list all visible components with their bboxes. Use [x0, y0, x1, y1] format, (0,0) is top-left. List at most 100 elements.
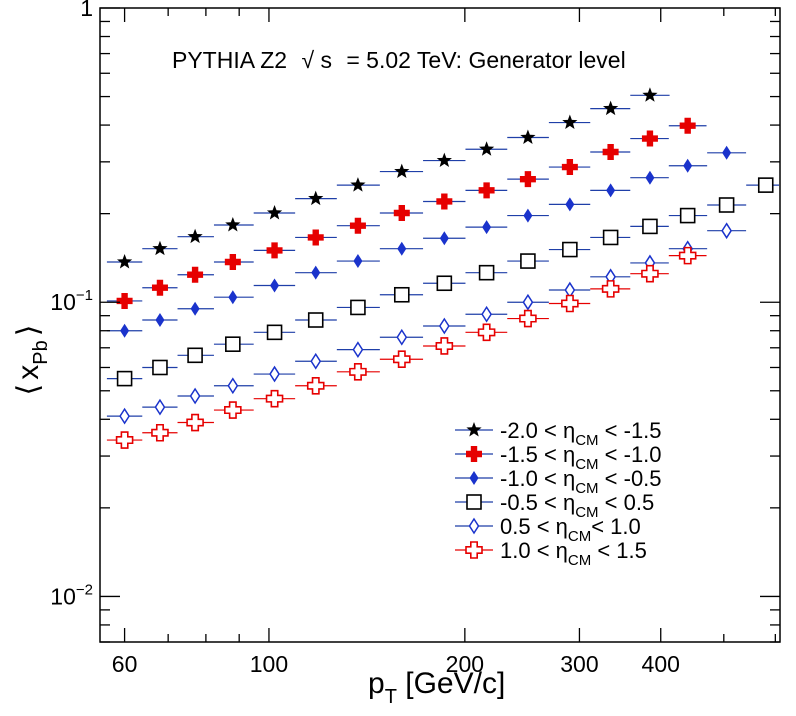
data-point: [311, 265, 321, 280]
legend-entry: 0.5 < ηCM< 1.0: [455, 514, 641, 545]
legend-label-pre: -0.5 < η: [500, 490, 575, 515]
data-point: [477, 323, 496, 342]
data-point: [307, 229, 324, 246]
legend-label-pre: -2.0 < η: [500, 418, 575, 443]
data-point: [393, 286, 410, 303]
data-point: [645, 170, 655, 185]
data-point: [186, 413, 204, 432]
data-point: [350, 299, 366, 316]
data-point: [683, 158, 693, 173]
data-point: [154, 398, 166, 416]
data-point: [522, 293, 534, 311]
legend-label: -1.5 < ηCM < -1.0: [500, 442, 662, 473]
data-point: [155, 313, 165, 328]
data-point: [187, 347, 203, 364]
legend-entry: -0.5 < ηCM < 0.5: [455, 490, 654, 521]
legend-label-post: < -1.0: [599, 442, 662, 467]
data-point: [265, 389, 284, 408]
data-point: [228, 290, 238, 305]
x-tick-label: 100: [250, 651, 288, 677]
data-point: [190, 301, 200, 316]
data-point: [478, 264, 495, 281]
data-point: [266, 242, 283, 259]
x-tick-label: 400: [642, 651, 680, 677]
data-point: [392, 350, 411, 369]
data-point: [520, 129, 536, 144]
data-point: [308, 190, 324, 206]
data-point: [757, 177, 774, 193]
data-point: [116, 253, 133, 269]
data-point: [187, 266, 204, 283]
series-2: [106, 145, 747, 338]
data-point: [306, 376, 325, 395]
x-tick-label: 60: [112, 651, 138, 677]
data-point: [225, 217, 241, 232]
legend-entry: -1.0 < ηCM < -0.5: [455, 466, 662, 497]
x-axis-label-main: p: [368, 667, 385, 700]
y-tick-label-exponent: −2: [76, 581, 93, 598]
y-tick-label: 10−2: [50, 581, 93, 609]
legend-label-sub: CM: [575, 480, 598, 497]
data-point: [439, 231, 449, 246]
data-point: [224, 253, 241, 270]
data-point: [436, 193, 453, 210]
data-point: [478, 141, 495, 156]
data-point: [478, 182, 495, 199]
data-point: [151, 423, 169, 442]
data-point: [641, 130, 658, 147]
data-point: [436, 152, 452, 168]
data-point: [519, 309, 537, 328]
title-energy: = 5.02 TeV: Generator level: [346, 47, 625, 73]
data-point: [227, 377, 239, 395]
data-point: [116, 370, 133, 387]
y-tick-label: 10−1: [50, 287, 93, 315]
data-point: [561, 159, 578, 176]
data-point: [606, 183, 616, 198]
legend-label-pre: 1.0 < η: [500, 538, 568, 563]
data-point: [565, 197, 575, 212]
data-point: [679, 117, 696, 134]
legend-label: -2.0 < ηCM < -1.5: [500, 418, 662, 449]
series-1: [106, 117, 707, 309]
x-tick-label: 300: [560, 651, 598, 677]
data-point: [601, 280, 620, 298]
y-tick-label-base: 10: [50, 289, 76, 315]
data-point: [603, 100, 619, 116]
data-point: [224, 401, 242, 419]
y-axis-label-left: ⟨: [12, 384, 45, 396]
legend-marker: [466, 446, 482, 462]
legend: -2.0 < ηCM < -1.5-1.5 < ηCM < -1.0-1.0 <…: [455, 418, 662, 569]
series-3: [106, 177, 779, 387]
data-point: [520, 253, 536, 269]
data-point: [307, 312, 324, 328]
legend-label-sub: CM: [575, 504, 598, 521]
legend-label: -0.5 < ηCM < 0.5: [500, 490, 654, 521]
title-generator: PYTHIA Z2: [172, 47, 287, 73]
data-point: [396, 328, 408, 346]
data-point: [310, 352, 322, 370]
data-point: [393, 205, 410, 222]
legend-label: 1.0 < ηCM < 1.5: [500, 538, 647, 569]
y-axis-label-main: x: [12, 365, 45, 380]
data-point: [352, 341, 364, 359]
data-point: [438, 317, 450, 335]
legend-label-pre: 0.5 < η: [500, 514, 568, 539]
data-point: [266, 205, 283, 220]
data-point: [519, 171, 536, 188]
legend-label: -1.0 < ηCM < -0.5: [500, 466, 662, 497]
legend-marker: [465, 541, 483, 559]
x-tick-label: 200: [446, 651, 484, 677]
legend-marker: [468, 517, 480, 535]
data-point: [225, 336, 241, 352]
legend-marker: [466, 494, 482, 510]
data-point: [642, 218, 658, 235]
legend-marker: [469, 471, 479, 485]
y-axis-label-right: ⟩: [12, 325, 45, 337]
legend-label: 0.5 < ηCM< 1.0: [500, 514, 641, 545]
data-point: [562, 241, 578, 258]
data-point: [349, 217, 366, 234]
data-point: [718, 197, 735, 213]
data-point: [353, 254, 363, 269]
